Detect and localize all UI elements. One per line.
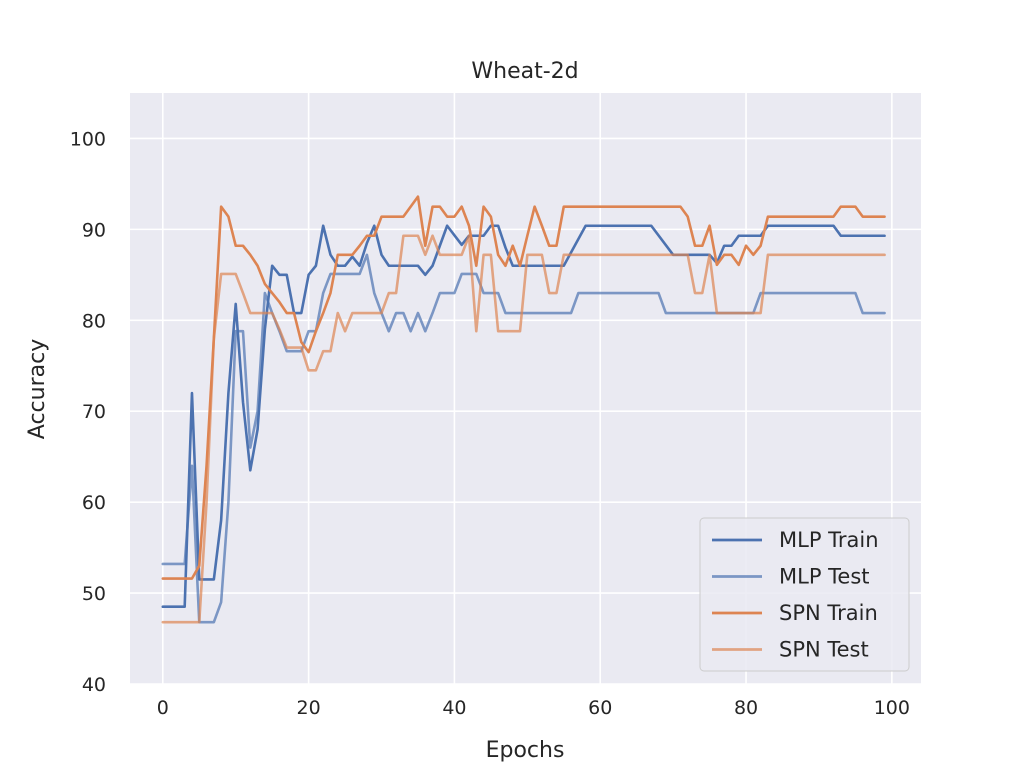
- x-tick-label: 100: [874, 697, 910, 719]
- y-tick-label: 70: [82, 401, 106, 423]
- series-line-spn-train: [161, 195, 886, 580]
- x-tick-label: 0: [157, 697, 169, 719]
- y-tick-label: 90: [82, 219, 106, 241]
- y-tick-label: 60: [82, 492, 106, 514]
- y-tick-label: 100: [70, 128, 106, 150]
- x-axis-label: Epochs: [486, 738, 565, 763]
- y-tick-label: 50: [82, 583, 106, 605]
- legend-box: [699, 517, 910, 672]
- x-tick-label: 20: [297, 697, 321, 719]
- series-layer: [161, 195, 886, 624]
- legend-label: MLP Train: [779, 528, 879, 552]
- legend: MLP Train MLP Test SPN Train SPN Test: [699, 517, 910, 672]
- legend-label: SPN Test: [779, 638, 869, 662]
- x-tick-labels: 0 20 40 60 80 100: [157, 697, 910, 719]
- y-tick-label: 40: [82, 674, 106, 696]
- chart-title: Wheat-2d: [471, 59, 578, 84]
- x-tick-label: 60: [588, 697, 612, 719]
- y-axis-label: Accuracy: [25, 339, 50, 439]
- series-line-spn-test: [161, 234, 886, 624]
- legend-label: MLP Test: [779, 565, 870, 589]
- y-tick-label: 80: [82, 310, 106, 332]
- legend-label: SPN Train: [779, 601, 878, 625]
- x-tick-label: 80: [734, 697, 758, 719]
- x-tick-label: 40: [442, 697, 466, 719]
- y-tick-labels: 40 50 60 70 80 90 100: [70, 128, 106, 696]
